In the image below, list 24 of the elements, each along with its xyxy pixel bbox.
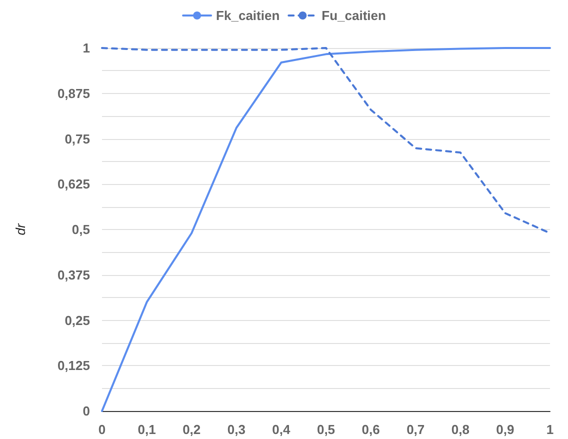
y-tick-label: 0,125 [57,358,90,374]
y-tick-label: 0 [82,404,90,418]
x-tick-label: 1 [546,422,554,437]
y-tick-label: 1 [82,40,90,56]
y-tick-label: 0,5 [72,222,90,237]
x-tick-label: 0,1 [138,422,156,437]
x-tick-label: 0,3 [227,422,246,437]
y-tick-label: 0,875 [57,86,90,101]
x-tick-label: 0,6 [362,422,380,437]
legend-label: Fu_caitien [322,8,386,23]
y-tick-label: 0,75 [64,131,90,146]
x-tick-label: 0,4 [272,422,292,437]
x-tick-label: 0,2 [182,422,201,437]
x-tick-label: 0,8 [451,422,470,437]
x-tick-label: 0,9 [496,422,514,437]
x-tick-label: 0 [98,422,106,437]
y-tick-label: 0,375 [57,267,90,282]
line-series [101,47,551,412]
legend-label: Fk_caitien [216,8,280,23]
x-tick-label: 0,5 [316,422,336,437]
x-tick-label: 0,7 [406,422,425,437]
y-tick-label: 0,625 [57,176,90,192]
y-axis-title: dr [13,223,28,236]
y-tick-label: 0,25 [64,312,90,328]
